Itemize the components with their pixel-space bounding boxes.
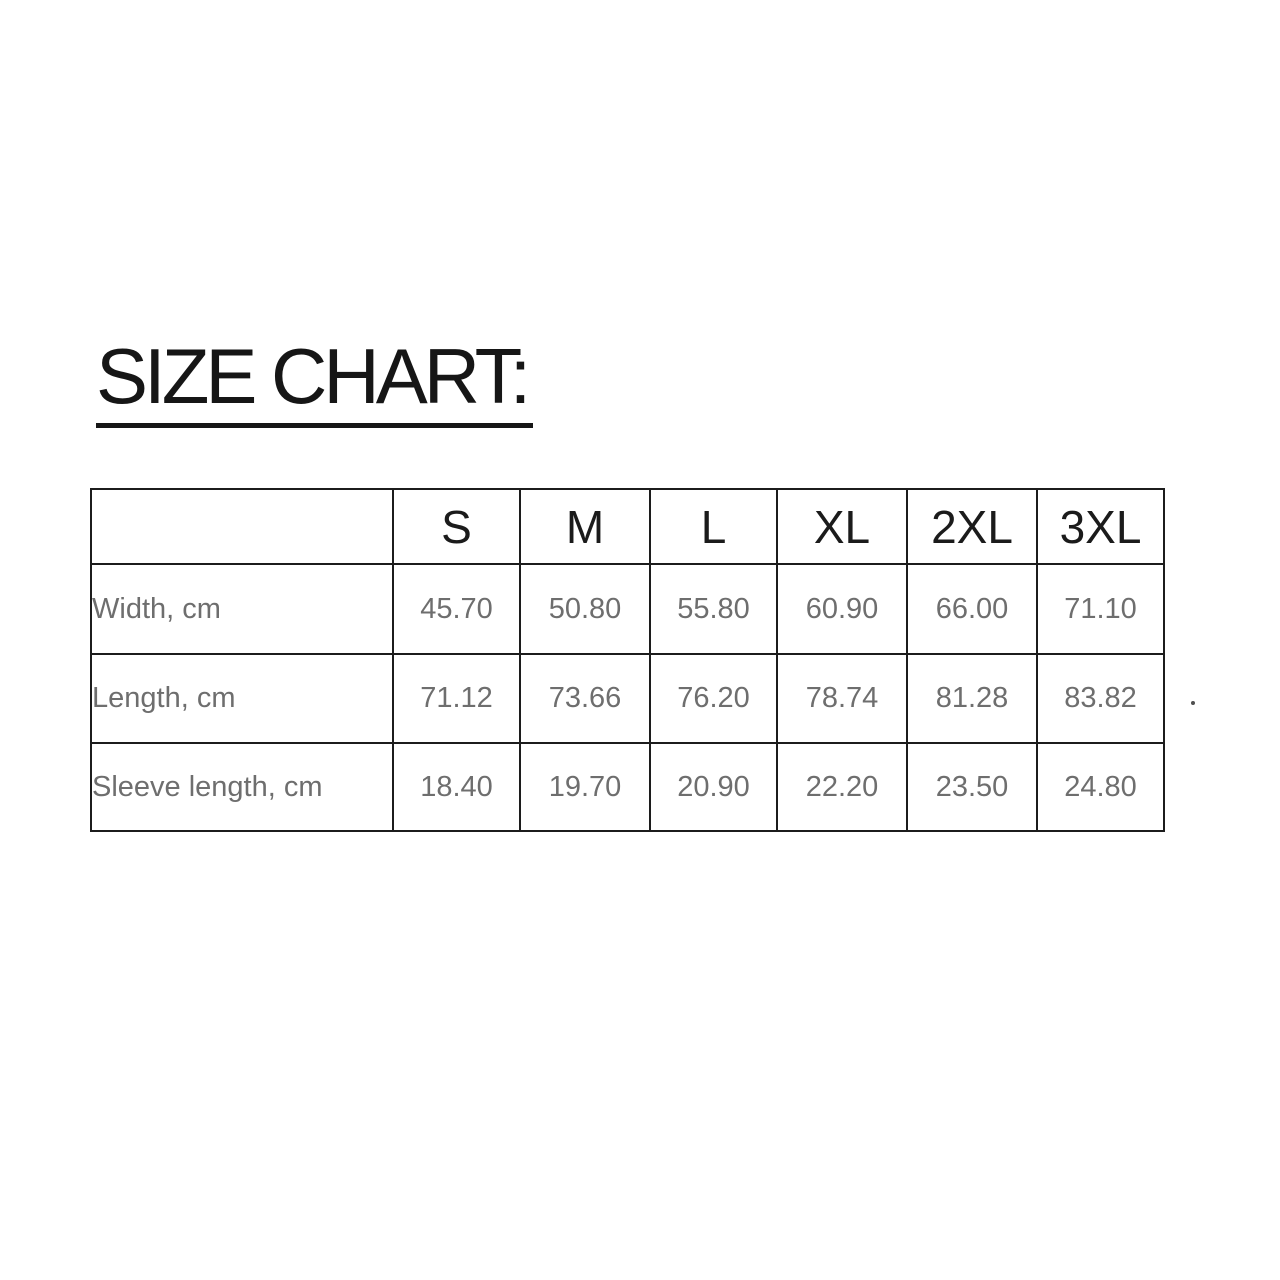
corner-cell bbox=[90, 488, 394, 565]
row-label-sleeve-length: Sleeve length, cm bbox=[90, 742, 394, 832]
sleeve-2xl-value: 23.50 bbox=[906, 742, 1038, 832]
sleeve-s-value: 18.40 bbox=[392, 742, 521, 832]
table-header-row: S M L XL 2XL 3XL bbox=[90, 488, 1165, 565]
length-m-value: 73.66 bbox=[519, 653, 651, 744]
width-3xl-value: 71.10 bbox=[1036, 563, 1165, 655]
table-row-sleeve-length: Sleeve length, cm 18.40 19.70 20.90 22.2… bbox=[90, 742, 1165, 832]
length-l-value: 76.20 bbox=[649, 653, 778, 744]
column-header-m: M bbox=[519, 488, 651, 565]
width-l-value: 55.80 bbox=[649, 563, 778, 655]
speck-artifact bbox=[1191, 701, 1195, 705]
size-chart-table: S M L XL 2XL 3XL Width, cm 45.70 50.80 5… bbox=[90, 488, 1165, 832]
column-header-l: L bbox=[649, 488, 778, 565]
width-2xl-value: 66.00 bbox=[906, 563, 1038, 655]
row-label-width: Width, cm bbox=[90, 563, 394, 655]
row-label-length: Length, cm bbox=[90, 653, 394, 744]
length-s-value: 71.12 bbox=[392, 653, 521, 744]
column-header-3xl: 3XL bbox=[1036, 488, 1165, 565]
width-s-value: 45.70 bbox=[392, 563, 521, 655]
width-m-value: 50.80 bbox=[519, 563, 651, 655]
width-xl-value: 60.90 bbox=[776, 563, 908, 655]
table-row-width: Width, cm 45.70 50.80 55.80 60.90 66.00 … bbox=[90, 563, 1165, 655]
length-3xl-value: 83.82 bbox=[1036, 653, 1165, 744]
length-xl-value: 78.74 bbox=[776, 653, 908, 744]
sleeve-3xl-value: 24.80 bbox=[1036, 742, 1165, 832]
sleeve-m-value: 19.70 bbox=[519, 742, 651, 832]
sleeve-l-value: 20.90 bbox=[649, 742, 778, 832]
table-row-length: Length, cm 71.12 73.66 76.20 78.74 81.28… bbox=[90, 653, 1165, 744]
column-header-xl: XL bbox=[776, 488, 908, 565]
sleeve-xl-value: 22.20 bbox=[776, 742, 908, 832]
page-title: SIZE CHART: bbox=[96, 331, 534, 428]
column-header-s: S bbox=[392, 488, 521, 565]
size-chart-title: SIZE CHART: bbox=[96, 332, 534, 428]
length-2xl-value: 81.28 bbox=[906, 653, 1038, 744]
column-header-2xl: 2XL bbox=[906, 488, 1038, 565]
